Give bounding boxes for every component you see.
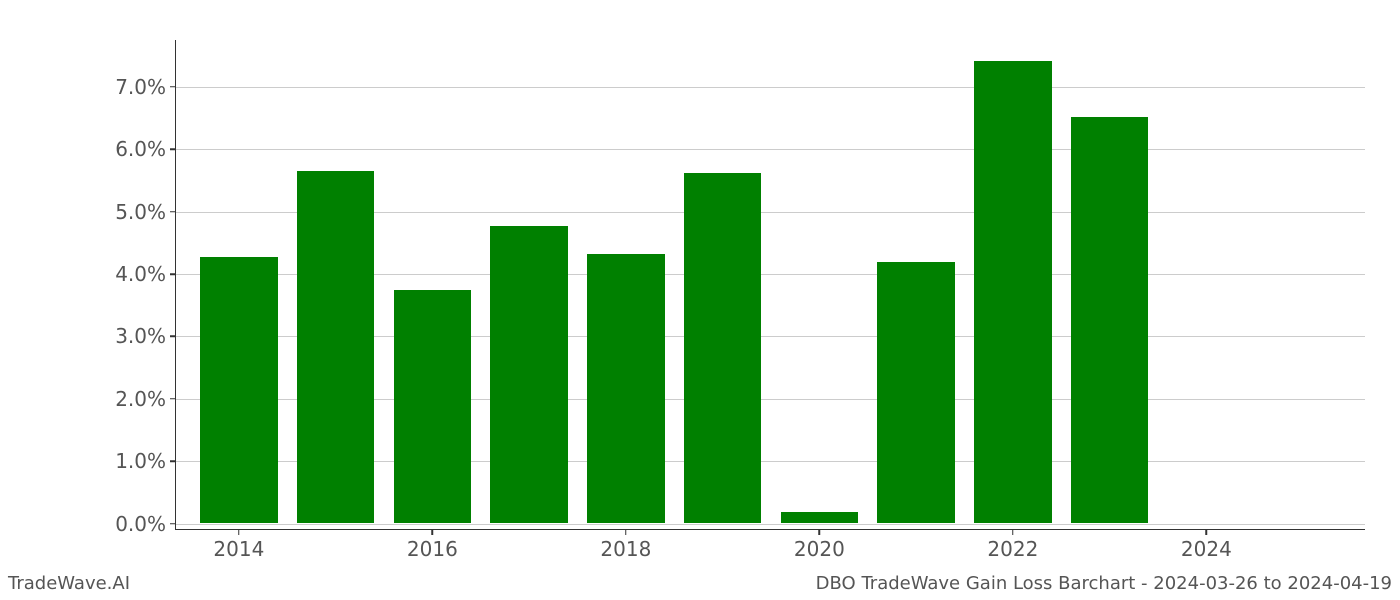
footer-right-caption: DBO TradeWave Gain Loss Barchart - 2024-… (816, 573, 1392, 594)
bar (1071, 117, 1148, 523)
x-tick-label: 2022 (987, 529, 1038, 561)
bar (974, 61, 1051, 523)
x-tick-label: 2016 (407, 529, 458, 561)
bar (877, 262, 954, 523)
bar (200, 257, 277, 522)
x-tick-label: 2024 (1181, 529, 1232, 561)
y-tick-label: 3.0% (115, 324, 176, 348)
bar (490, 226, 567, 522)
y-tick-label: 5.0% (115, 200, 176, 224)
y-tick-label: 6.0% (115, 137, 176, 161)
y-tick-label: 7.0% (115, 75, 176, 99)
footer-left-brand: TradeWave.AI (8, 573, 130, 594)
y-tick-label: 4.0% (115, 262, 176, 286)
bar (297, 171, 374, 522)
bar (394, 290, 471, 523)
y-tick-label: 2.0% (115, 387, 176, 411)
plot-area: 0.0%1.0%2.0%3.0%4.0%5.0%6.0%7.0%20142016… (175, 40, 1365, 530)
grid-line (176, 87, 1365, 88)
x-tick-label: 2014 (213, 529, 264, 561)
x-tick-label: 2020 (794, 529, 845, 561)
x-tick-label: 2018 (600, 529, 651, 561)
grid-line (176, 149, 1365, 150)
bar (587, 254, 664, 522)
bar (684, 173, 761, 523)
grid-line (176, 524, 1365, 525)
bar (781, 512, 858, 523)
y-tick-label: 0.0% (115, 512, 176, 536)
y-tick-label: 1.0% (115, 449, 176, 473)
gain-loss-barchart: 0.0% 1.0% 2.0% 3.0% 4.0% 5.0% 6.0% 7.0% 2014 2016… (0, 0, 1400, 600)
